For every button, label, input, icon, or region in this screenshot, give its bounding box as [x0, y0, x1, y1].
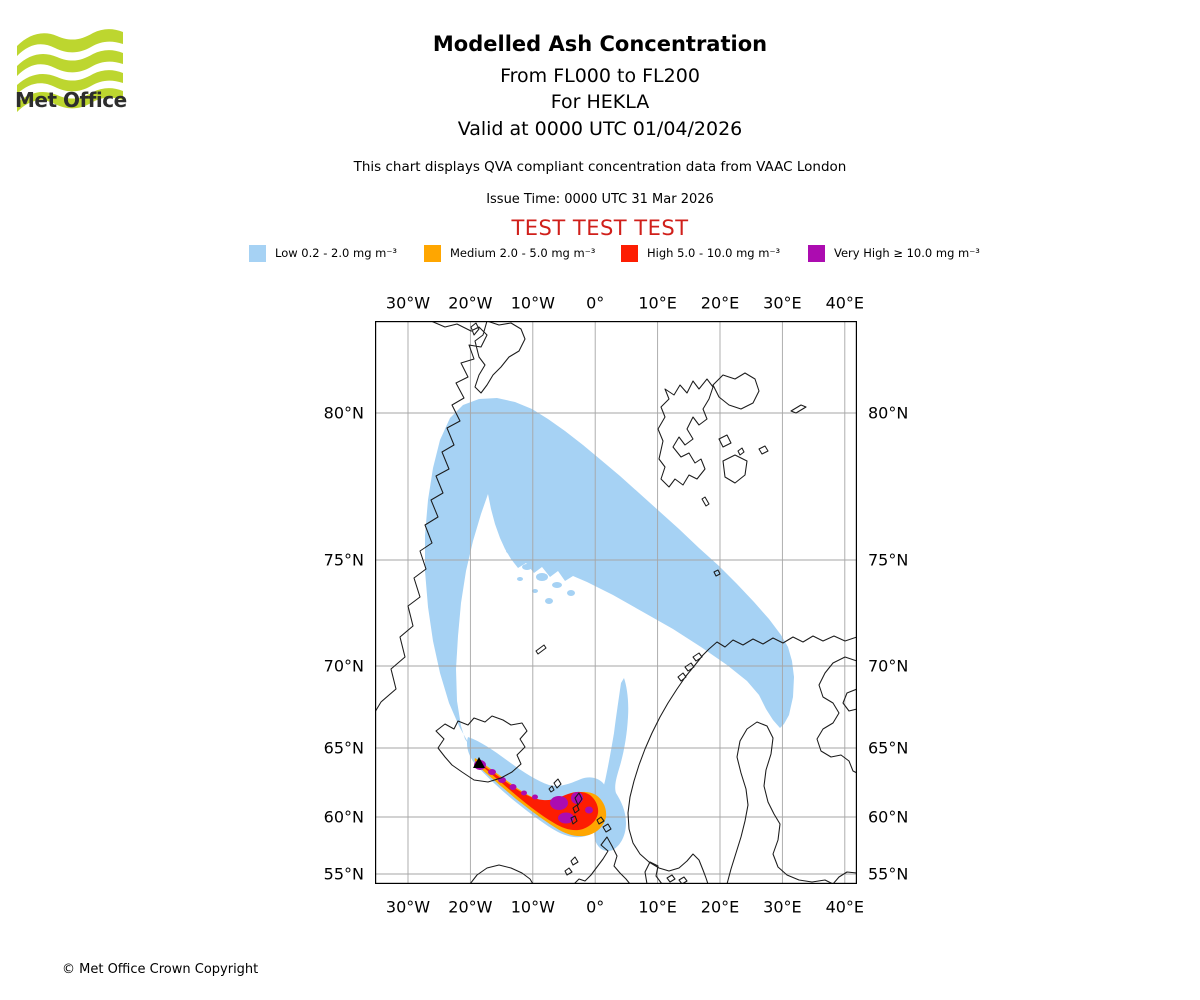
legend-item-medium: Medium 2.0 - 5.0 mg m⁻³ — [424, 243, 596, 262]
coast-svalbard — [657, 372, 807, 507]
met-office-logo-text: Met Office — [15, 88, 127, 112]
legend-item-low: Low 0.2 - 2.0 mg m⁻³ — [249, 243, 398, 262]
lon-tick-top-1: 20°W — [448, 293, 493, 313]
coast-baltic — [832, 871, 857, 884]
lon-tick-top-7: 40°E — [825, 293, 865, 313]
lon-tick-bottom-3: 0° — [586, 897, 605, 917]
graticule — [375, 321, 857, 884]
lat-tick-right-5: 55°N — [868, 864, 909, 884]
lon-tick-bottom-2: 10°W — [510, 897, 555, 917]
legend-swatch-low — [249, 245, 266, 262]
coast-shetland-faroe — [548, 778, 583, 825]
volcano-marker-icon — [473, 757, 485, 768]
coast-scandinavia — [627, 635, 857, 884]
map-border — [375, 321, 857, 884]
lon-tick-bottom-5: 20°E — [700, 897, 740, 917]
issue-time: Issue Time: 0000 UTC 31 Mar 2026 — [486, 192, 714, 207]
page-title: Modelled Ash Concentration — [432, 32, 768, 56]
lat-tick-left-3: 65°N — [323, 738, 364, 758]
copyright-notice: © Met Office Crown Copyright — [62, 962, 259, 977]
lon-tick-top-3: 0° — [586, 293, 605, 313]
map-canvas — [375, 321, 857, 884]
legend-label-very-high: Very High ≥ 10.0 mg m⁻³ — [834, 246, 980, 260]
legend-swatch-high — [621, 245, 638, 262]
lon-tick-bottom-0: 30°W — [385, 897, 431, 917]
lat-tick-left-2: 70°N — [323, 656, 364, 676]
legend-label-medium: Medium 2.0 - 5.0 mg m⁻³ — [450, 246, 596, 260]
legend-label-low: Low 0.2 - 2.0 mg m⁻³ — [275, 246, 398, 260]
logo-wave-stripes — [17, 29, 123, 112]
coastlines — [375, 321, 857, 884]
legend-item-very-high: Very High ≥ 10.0 mg m⁻³ — [808, 243, 980, 262]
lat-tick-right-0: 80°N — [868, 403, 909, 423]
legend-item-high: High 5.0 - 10.0 mg m⁻³ — [621, 243, 781, 262]
legend-swatch-medium — [424, 245, 441, 262]
lon-tick-bottom-6: 30°E — [763, 897, 802, 917]
lat-tick-left-0: 80°N — [323, 403, 364, 423]
subtitle-volcano: For HEKLA — [550, 91, 650, 113]
coast-greenland — [375, 321, 526, 713]
lat-tick-right-3: 65°N — [868, 738, 909, 758]
lon-tick-top-5: 20°E — [700, 293, 740, 313]
coast-white-sea — [816, 656, 857, 774]
lat-tick-left-4: 60°N — [323, 807, 364, 827]
legend-swatch-very-high — [808, 245, 825, 262]
lat-tick-right-2: 70°N — [868, 656, 909, 676]
subtitle-flight-levels: From FL000 to FL200 — [500, 65, 700, 87]
qva-description: This chart displays QVA compliant concen… — [353, 159, 847, 175]
legend-label-high: High 5.0 - 10.0 mg m⁻³ — [647, 246, 781, 260]
lat-tick-right-1: 75°N — [868, 550, 909, 570]
coast-bothnia — [726, 721, 834, 884]
lon-tick-bottom-1: 20°W — [448, 897, 493, 917]
lon-tick-top-0: 30°W — [385, 293, 431, 313]
coast-denmark — [644, 861, 688, 884]
lon-tick-bottom-4: 10°E — [638, 897, 677, 917]
coast-small-islands — [535, 569, 721, 655]
lon-tick-top-4: 10°E — [638, 293, 677, 313]
lat-tick-left-1: 75°N — [323, 550, 364, 570]
lon-tick-top-6: 30°E — [763, 293, 802, 313]
met-office-logo-waves — [17, 29, 123, 112]
coast-iceland — [435, 715, 528, 783]
lon-tick-bottom-7: 40°E — [825, 897, 865, 917]
ash-plume-low — [425, 398, 794, 851]
subtitle-valid-time: Valid at 0000 UTC 01/04/2026 — [457, 118, 743, 140]
coast-ireland — [469, 864, 534, 884]
lat-tick-left-5: 55°N — [323, 864, 364, 884]
test-banner: TEST TEST TEST — [511, 216, 689, 240]
lon-tick-top-2: 10°W — [510, 293, 555, 313]
lat-tick-right-4: 60°N — [868, 807, 909, 827]
coast-great-britain — [564, 816, 631, 884]
